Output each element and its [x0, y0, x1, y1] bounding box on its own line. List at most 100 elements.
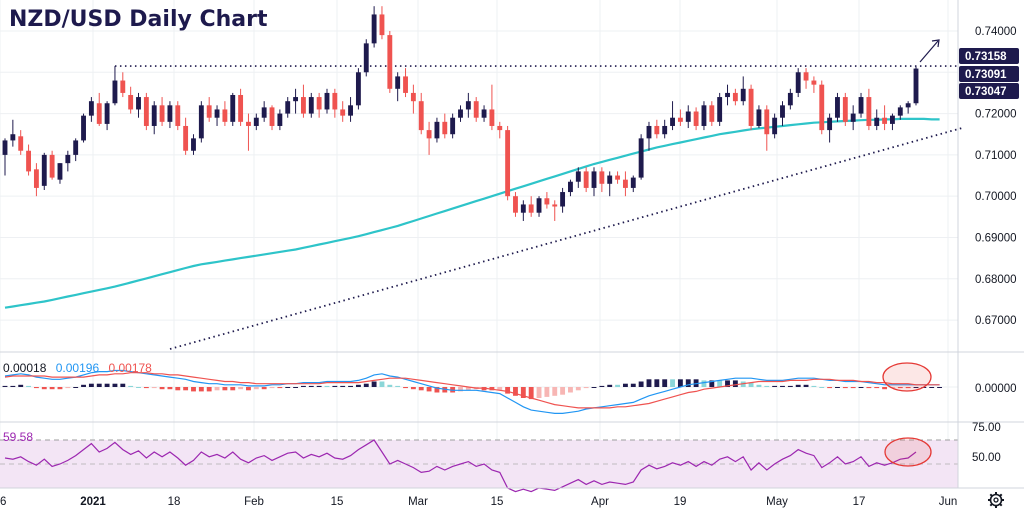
- support-trendline: [169, 127, 963, 350]
- candle-body: [57, 163, 63, 180]
- candle-body: [403, 76, 408, 93]
- macd-histogram-bar: [764, 385, 770, 387]
- candle-body: [803, 72, 809, 81]
- candle-body: [41, 154, 47, 186]
- macd-histogram-bar: [167, 387, 173, 390]
- macd-histogram-bar: [300, 385, 306, 387]
- candle-body: [725, 92, 730, 98]
- candle-body: [379, 14, 385, 36]
- macd-histogram-bar: [253, 387, 259, 390]
- candle-body: [528, 204, 534, 213]
- candle-body: [835, 97, 840, 118]
- macd-histogram-bar: [544, 387, 550, 397]
- candle-body: [81, 115, 86, 141]
- macd-histogram-bar: [395, 385, 401, 387]
- time-axis-tick: 19: [674, 496, 687, 508]
- time-axis-tick: 18: [168, 496, 181, 508]
- moving-average-line: [4, 117, 940, 309]
- candle-body: [104, 103, 110, 124]
- macd-histogram-bar: [120, 383, 126, 387]
- time-axis-tick: Jun: [939, 496, 958, 508]
- candlesticks: [2, 6, 919, 221]
- candle-body: [348, 105, 353, 116]
- candle-body: [693, 111, 699, 126]
- macd-histogram-bar: [599, 385, 605, 387]
- candle-body: [191, 138, 196, 151]
- candle-body: [780, 105, 785, 118]
- gear-icon[interactable]: [988, 492, 1004, 508]
- candle-body: [607, 175, 613, 184]
- macd-histogram-bar: [246, 387, 251, 391]
- macd-histogram-bar: [183, 387, 189, 391]
- candle-body: [465, 101, 471, 110]
- candle-body: [183, 125, 189, 151]
- macd-histogram-bar: [615, 384, 621, 387]
- price-tag: 0.73047: [959, 83, 1019, 99]
- macd-signal-value: 0.00178: [108, 361, 152, 375]
- macd-histogram-bar: [575, 387, 581, 391]
- macd-histogram-bar: [238, 387, 244, 390]
- macd-histogram-bar: [505, 387, 511, 394]
- macd-histogram-bar: [340, 385, 346, 387]
- candle-body: [395, 76, 401, 89]
- candle-body: [890, 115, 895, 124]
- rsi-axis-tick-50: 50.00: [972, 452, 1001, 464]
- macd-histogram-bar: [73, 387, 79, 388]
- candle-body: [772, 117, 778, 135]
- macd-signal-line: [4, 372, 940, 409]
- candle-body: [285, 101, 291, 114]
- candle-body: [49, 154, 55, 178]
- macd-histogram-bar: [57, 387, 63, 390]
- rsi-panel: [0, 437, 958, 493]
- price-tag-bg: [959, 66, 1019, 82]
- macd-histogram-bar: [465, 387, 471, 391]
- price-axis-tick: 0.71000: [975, 150, 1017, 162]
- macd-histogram-bar: [756, 384, 762, 387]
- candle-body: [552, 204, 558, 207]
- macd-histogram-bar: [685, 379, 691, 387]
- candle-body: [599, 171, 605, 184]
- candle-body: [355, 72, 361, 106]
- candle-body: [842, 97, 848, 122]
- macd-histogram-bar: [583, 387, 589, 389]
- macd-histogram-bar: [198, 387, 204, 392]
- candle-body: [473, 101, 479, 118]
- candle-body: [112, 80, 118, 104]
- macd-histogram-bar: [835, 387, 840, 388]
- price-tag-bg: [959, 83, 1019, 99]
- candle-body: [151, 105, 157, 126]
- macd-histogram-bar: [332, 385, 338, 387]
- price-tag-label: 0.73091: [965, 69, 1007, 81]
- candle-body: [756, 109, 762, 126]
- candle-body: [159, 105, 165, 122]
- macd-histogram-bar: [348, 385, 353, 387]
- macd-histogram-bar: [96, 383, 102, 387]
- candle-body: [26, 150, 31, 172]
- candle-body: [128, 94, 134, 110]
- candle-body: [685, 111, 691, 122]
- candle-body: [630, 177, 636, 188]
- macd-histogram-bar: [324, 385, 330, 387]
- macd-histogram-bar: [206, 387, 212, 392]
- macd-histogram-bar: [128, 385, 134, 387]
- candle-body: [418, 101, 424, 131]
- macd-histogram-bar: [630, 383, 636, 387]
- price-axis-tick: 0.68000: [975, 274, 1017, 286]
- candle-body: [371, 14, 377, 44]
- candle-body: [198, 105, 204, 139]
- macd-histogram-bar: [277, 387, 283, 389]
- macd-histogram-bar: [214, 387, 220, 391]
- candle-body: [120, 80, 126, 93]
- candle-body: [65, 154, 71, 164]
- candle-body: [96, 103, 102, 124]
- candle-body: [316, 97, 322, 110]
- macd-histogram-bar: [850, 387, 856, 389]
- rsi-highlight-ellipse: [884, 437, 932, 467]
- candle-body: [167, 105, 173, 122]
- price-tag: 0.73091: [959, 66, 1019, 82]
- macd-histogram-bar: [143, 387, 149, 389]
- macd-histogram-bar: [26, 385, 31, 387]
- candle-body: [811, 80, 817, 85]
- candle-body: [206, 105, 212, 118]
- macd-histogram-bar: [285, 387, 291, 388]
